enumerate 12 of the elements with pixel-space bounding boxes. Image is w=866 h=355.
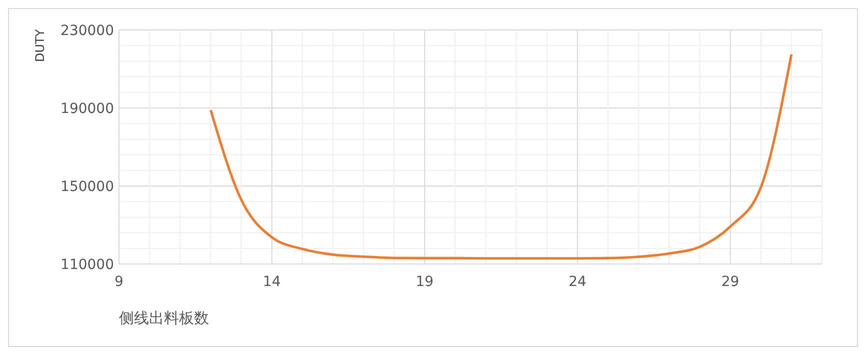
x-tick-label: 19 bbox=[416, 274, 434, 290]
y-tick-label: 110000 bbox=[60, 257, 114, 273]
x-tick-label: 29 bbox=[721, 274, 740, 290]
line-series bbox=[209, 53, 793, 260]
x-axis-title: 侧线出料板数 bbox=[119, 309, 209, 327]
y-tick-label: 230000 bbox=[60, 23, 114, 39]
y-tick-label: 190000 bbox=[60, 101, 114, 117]
x-tick-label: 9 bbox=[114, 274, 124, 290]
x-tick-label: 14 bbox=[262, 274, 281, 290]
x-tick-label: 24 bbox=[568, 274, 586, 290]
y-axis-title: DUTY bbox=[33, 28, 47, 62]
y-tick-label: 150000 bbox=[60, 179, 114, 195]
